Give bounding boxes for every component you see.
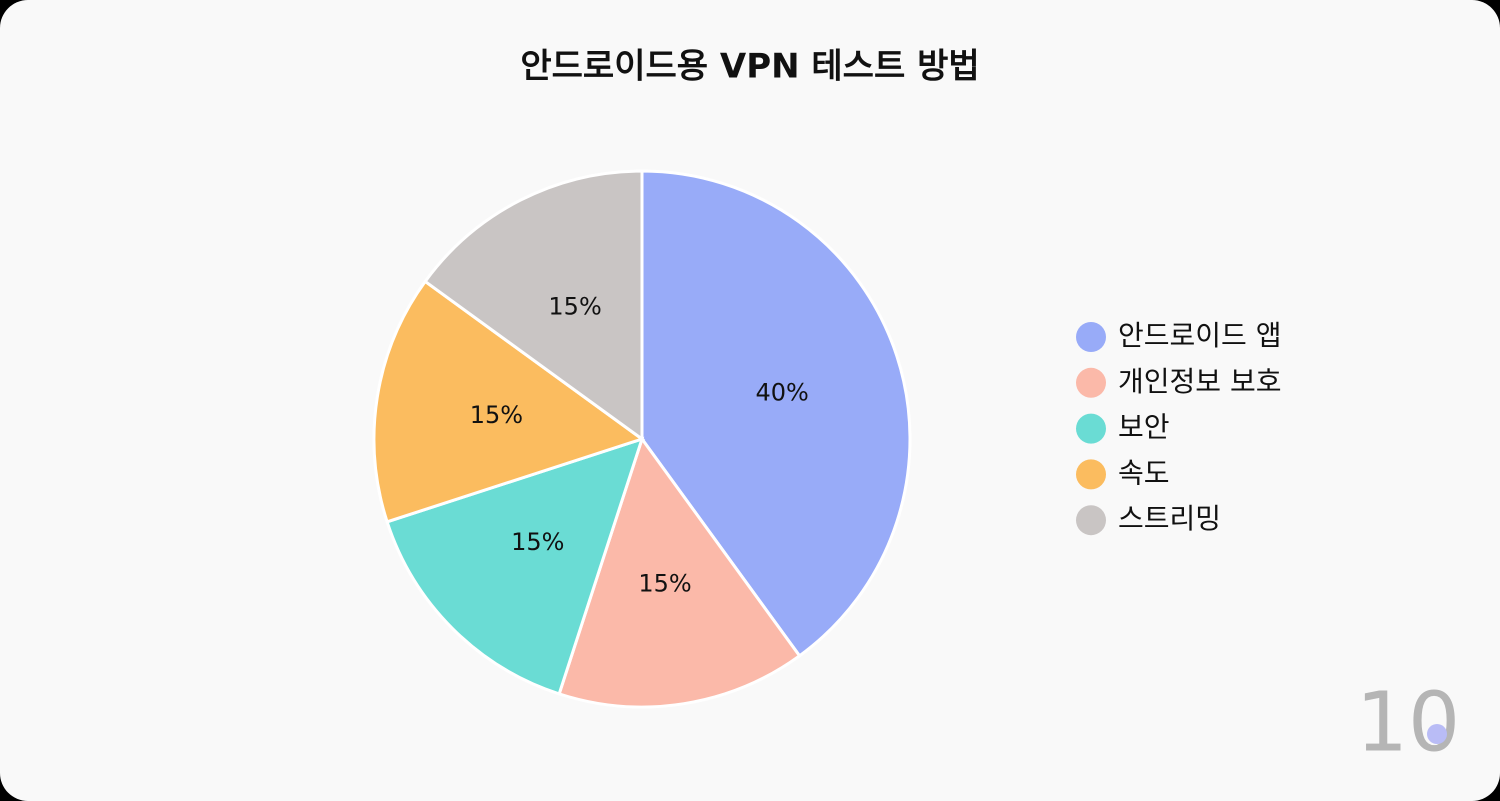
pie-slice	[385, 436, 645, 696]
slice-label: 15%	[470, 401, 523, 429]
legend-label: 보안	[1118, 411, 1170, 444]
slice-label: 15%	[511, 528, 564, 556]
chart-title: 안드로이드용 VPN 테스트 방법	[520, 47, 979, 87]
slice-label: 40%	[756, 378, 809, 406]
legend-label: 스트리밍	[1118, 502, 1221, 535]
pie-slice	[557, 435, 802, 709]
legend-marker	[1076, 322, 1106, 352]
slice-label: 15%	[548, 293, 601, 321]
logo: 10	[1356, 675, 1460, 770]
pie-slice	[640, 169, 912, 658]
logo-dot	[1427, 724, 1447, 744]
legend-marker	[1076, 413, 1106, 444]
slice-label: 15%	[638, 570, 691, 598]
legend-marker	[1076, 505, 1106, 536]
pie: 40% 15% 15% 15% 15%	[372, 169, 912, 709]
pie-slice	[372, 279, 646, 524]
legend-marker	[1076, 367, 1106, 398]
legend-label: 안드로이드 앱	[1118, 319, 1281, 352]
legend-marker	[1076, 459, 1106, 490]
legend-label: 속도	[1118, 456, 1170, 489]
legend-label: 개인정보 보호	[1118, 365, 1281, 398]
pie-slice	[423, 169, 644, 442]
